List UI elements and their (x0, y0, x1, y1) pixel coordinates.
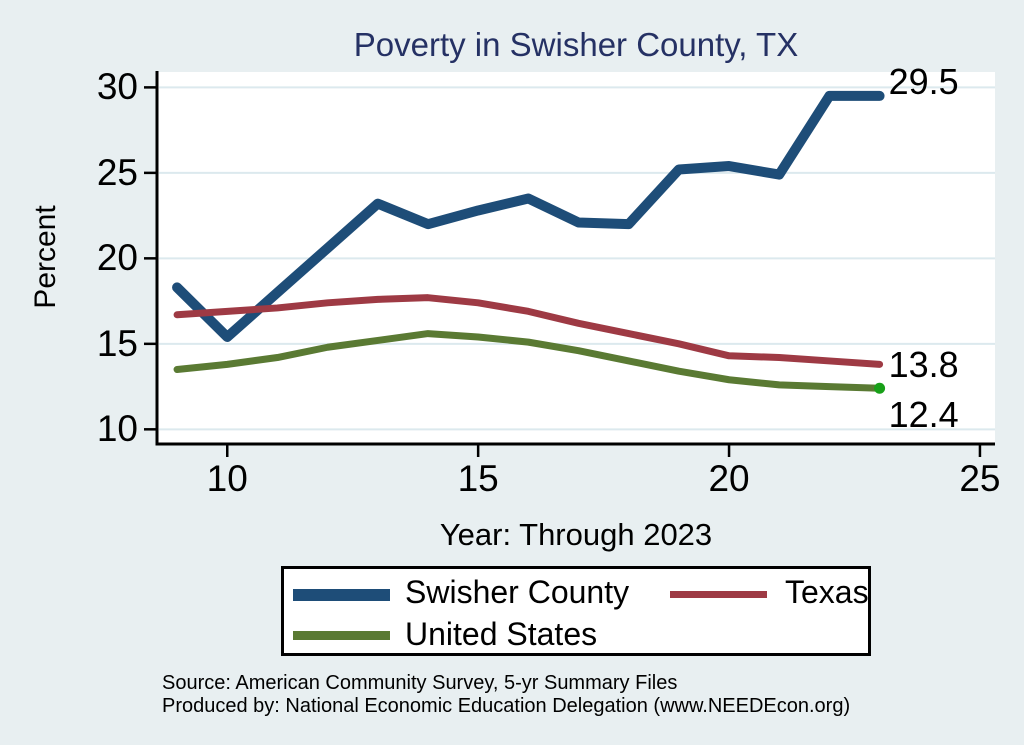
series-end-marker-dot (874, 382, 886, 394)
series-end-label-texas: 13.8 (888, 344, 959, 386)
produced-by-line: Produced by: National Economic Education… (162, 695, 851, 717)
x-tick-label-10: 10 (206, 458, 248, 499)
legend-swatch-texas (670, 591, 767, 598)
x-axis-label: Year: Through 2023 (439, 517, 713, 552)
legend-label-swisher-county: Swisher County (405, 574, 630, 610)
legend-swatch-united-states (293, 631, 390, 640)
series-end-label-swisher-county: 29.5 (888, 60, 959, 102)
y-tick-label-10: 10 (96, 408, 138, 450)
series-line-united-states (173, 330, 884, 392)
y-tick-label-20: 20 (96, 237, 138, 279)
source-line: Source: American Community Survey, 5-yr … (162, 672, 678, 694)
x-tick-label-25: 25 (959, 458, 1001, 499)
legend-label-texas: Texas (785, 574, 869, 610)
series-end-label-united-states: 12.4 (888, 394, 959, 436)
y-tick-label-30: 30 (96, 66, 138, 108)
x-tick-label-20: 20 (708, 458, 750, 499)
source-note: Source: American Community Survey, 5-yr … (162, 672, 850, 718)
legend: Swisher County Texas United States (281, 566, 871, 656)
y-tick-label-15: 15 (96, 322, 138, 364)
legend-label-united-states: United States (405, 616, 598, 652)
x-tick-label-15: 15 (457, 458, 499, 499)
chart-title: Poverty in Swisher County, TX (353, 26, 799, 63)
series-line-texas (173, 294, 884, 368)
legend-swatch-swisher-county (293, 589, 390, 601)
series-line-swisher-county (172, 90, 885, 342)
y-tick-label-25: 25 (96, 151, 138, 193)
